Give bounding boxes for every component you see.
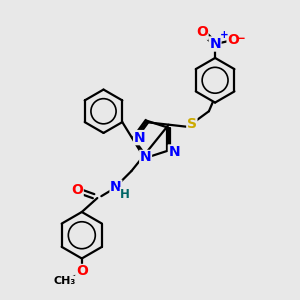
- Text: O: O: [76, 265, 88, 278]
- Text: H: H: [120, 188, 130, 200]
- Text: N: N: [209, 37, 221, 51]
- Text: N: N: [168, 145, 180, 159]
- Text: N: N: [110, 180, 122, 194]
- Text: +: +: [219, 30, 228, 40]
- Text: O: O: [196, 25, 208, 39]
- Text: N: N: [134, 130, 145, 145]
- Text: S: S: [187, 117, 197, 131]
- Text: CH₃: CH₃: [54, 276, 76, 286]
- Text: N: N: [140, 150, 152, 164]
- Text: O: O: [71, 183, 83, 197]
- Text: −: −: [236, 32, 246, 45]
- Text: O: O: [227, 33, 239, 47]
